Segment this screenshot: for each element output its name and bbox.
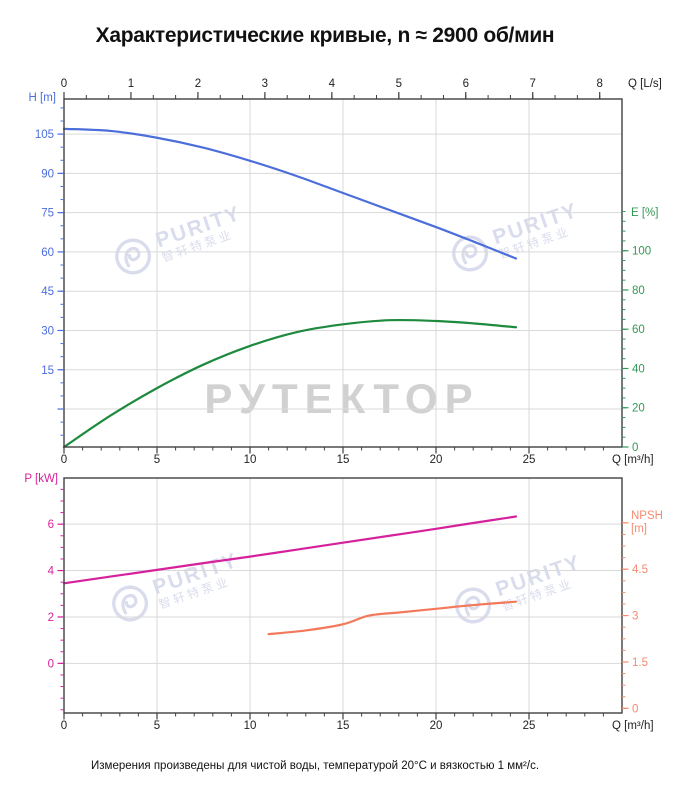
footnote: Измерения произведены для чистой воды, т…: [91, 760, 540, 772]
y-left-tick-label: 15: [41, 365, 54, 377]
y-left-tick-label: 45: [41, 286, 54, 298]
y-right-axis-title: [m]: [631, 523, 647, 535]
y-left-tick-label: 2: [48, 612, 54, 624]
y-right-tick-label: 0: [632, 703, 638, 715]
purity-watermark: PURITY 智轩特泵业: [103, 546, 246, 630]
y-right-tick-label: 60: [632, 324, 645, 336]
head-curve: [62, 127, 518, 260]
x-tick-label: 0: [61, 720, 67, 732]
x-top-tick-label: 5: [396, 78, 402, 90]
y-left-tick-label: 0: [48, 658, 54, 670]
purity-logo-icon: [112, 585, 149, 622]
y-left-axis-title: P [kW]: [24, 473, 58, 485]
efficiency-curve: [62, 318, 518, 449]
x-top-tick-label: 4: [329, 78, 336, 90]
purity-logo-icon: [455, 587, 492, 624]
purity-logo-icon: [115, 238, 152, 275]
y-left-tick-label: 90: [41, 168, 54, 180]
y-right-tick-label: 4.5: [632, 564, 648, 576]
y-right-tick-label: 20: [632, 403, 645, 415]
y-left-tick-label: 30: [41, 325, 54, 337]
x-top-tick-label: 2: [195, 78, 201, 90]
x-tick-label: 25: [523, 720, 536, 732]
x-top-tick-label: 6: [463, 78, 469, 90]
power-curve: [62, 515, 518, 585]
x-tick-label: 15: [337, 720, 350, 732]
y-right-tick-label: 100: [632, 246, 651, 258]
y-left-tick-label: 6: [48, 519, 54, 531]
x-tick-label: 15: [337, 454, 350, 466]
x-top-axis-title: Q [L/s]: [628, 78, 662, 90]
x-axis-title: Q [m³/h]: [612, 454, 654, 466]
x-tick-label: 20: [430, 720, 443, 732]
chart-title: Характеристические кривые, n ≈ 2900 об/м…: [95, 24, 555, 47]
y-right-tick-label: 40: [632, 363, 645, 375]
y-left-tick-label: 4: [48, 566, 55, 578]
x-top-tick-label: 0: [61, 78, 67, 90]
x-tick-label: 25: [523, 454, 536, 466]
x-tick-label: 10: [244, 720, 257, 732]
x-tick-label: 10: [244, 454, 257, 466]
rutektor-watermark: РУТЕКТОР: [204, 375, 480, 422]
y-left-axis-title: H [m]: [29, 92, 56, 104]
y-left-tick-label: 105: [35, 129, 54, 141]
x-top-tick-label: 7: [530, 78, 536, 90]
y-left-tick-label: 75: [41, 208, 54, 220]
y-right-tick-label: 1.5: [632, 657, 648, 669]
x-axis-title: Q [m³/h]: [612, 720, 654, 732]
x-top-tick-label: 1: [128, 78, 134, 90]
y-right-axis-title: E [%]: [631, 207, 658, 219]
purity-watermark: PURITY 智轩特泵业: [106, 199, 249, 283]
y-left-tick-label: 60: [41, 247, 54, 259]
y-right-tick-label: 3: [632, 611, 638, 623]
x-tick-label: 20: [430, 454, 443, 466]
purity-watermark: PURITY 智轩特泵业: [446, 548, 589, 632]
x-top-tick-label: 8: [596, 78, 602, 90]
npsh-curve: [267, 600, 518, 636]
x-tick-label: 0: [61, 454, 67, 466]
y-right-tick-label: 80: [632, 285, 645, 297]
x-tick-label: 5: [154, 454, 160, 466]
y-right-tick-label: 0: [632, 442, 638, 454]
x-top-tick-label: 3: [262, 78, 268, 90]
x-tick-label: 5: [154, 720, 160, 732]
y-right-axis-title: NPSH: [631, 510, 663, 522]
